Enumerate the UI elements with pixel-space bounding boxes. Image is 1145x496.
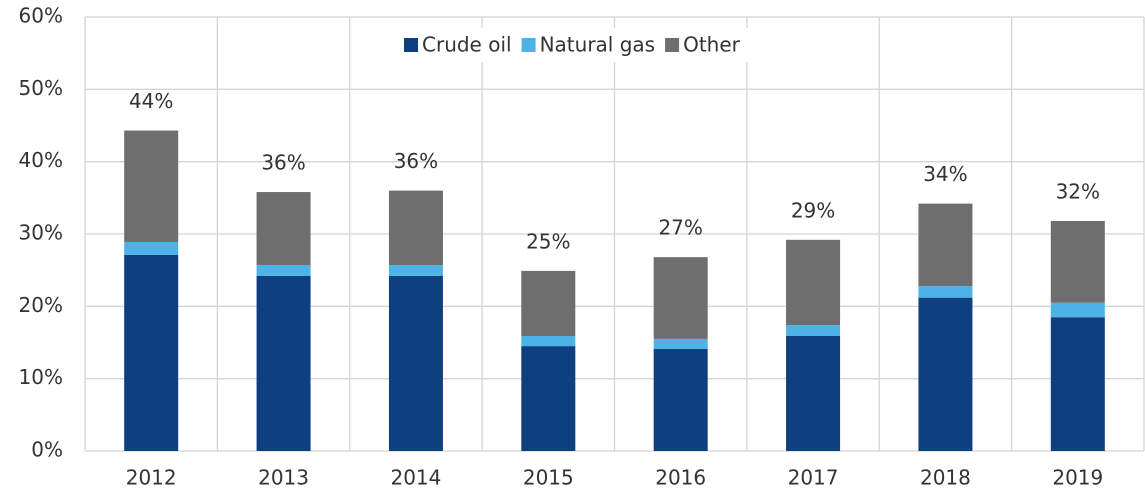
x-tick-label: 2018 (920, 466, 971, 490)
total-label: 29% (791, 198, 835, 222)
x-tick-label: 2012 (126, 466, 177, 490)
x-tick-label: 2019 (1052, 466, 1103, 490)
bar-segment (388, 265, 443, 276)
total-label: 44% (129, 89, 173, 113)
bar-segment (653, 257, 708, 339)
y-tick-label: 20% (19, 293, 63, 317)
bar-segment (124, 254, 179, 451)
bar-segment (653, 349, 708, 451)
total-label: 25% (526, 229, 570, 253)
legend-label: Other (683, 33, 741, 57)
total-label: 32% (1056, 179, 1100, 203)
total-label: 36% (394, 149, 438, 173)
total-label: 36% (261, 151, 305, 175)
y-tick-label: 60% (19, 4, 63, 28)
y-tick-label: 0% (31, 438, 63, 462)
total-label: 27% (658, 216, 702, 240)
bar-segment (521, 270, 576, 336)
y-tick-label: 30% (19, 221, 63, 245)
bar-segment (1050, 220, 1105, 303)
legend-swatch (404, 38, 418, 52)
x-tick-label: 2017 (788, 466, 839, 490)
x-tick-label: 2015 (523, 466, 574, 490)
bar-segment (918, 203, 973, 287)
y-tick-label: 40% (19, 148, 63, 172)
legend-label: Crude oil (422, 33, 512, 57)
bar-segment (918, 286, 973, 298)
bar-segment (388, 275, 443, 451)
bar-segment (1050, 302, 1105, 318)
x-tick-label: 2013 (258, 466, 309, 490)
bar-segment (653, 338, 708, 350)
y-tick-label: 10% (19, 365, 63, 389)
y-tick-label: 50% (19, 76, 63, 100)
bar-segment (1050, 317, 1105, 451)
bar-segment (786, 325, 841, 336)
legend-label: Natural gas (540, 33, 656, 57)
x-tick-label: 2014 (390, 466, 441, 490)
bar-segment (786, 335, 841, 451)
bar-segment (124, 241, 179, 255)
bar-segment (521, 346, 576, 451)
bar-segment (786, 239, 841, 326)
legend-swatch (665, 38, 680, 52)
legend-background (398, 28, 788, 62)
bar-segment (256, 265, 311, 276)
bar-segment (256, 192, 311, 266)
bar-segment (521, 335, 576, 347)
x-tick-label: 2016 (655, 466, 706, 490)
bar-segment (124, 130, 179, 242)
legend-swatch (521, 38, 536, 52)
bar-segment (256, 275, 311, 451)
total-label: 34% (923, 162, 967, 186)
bar-segment (388, 190, 443, 266)
bar-segment (918, 297, 973, 451)
